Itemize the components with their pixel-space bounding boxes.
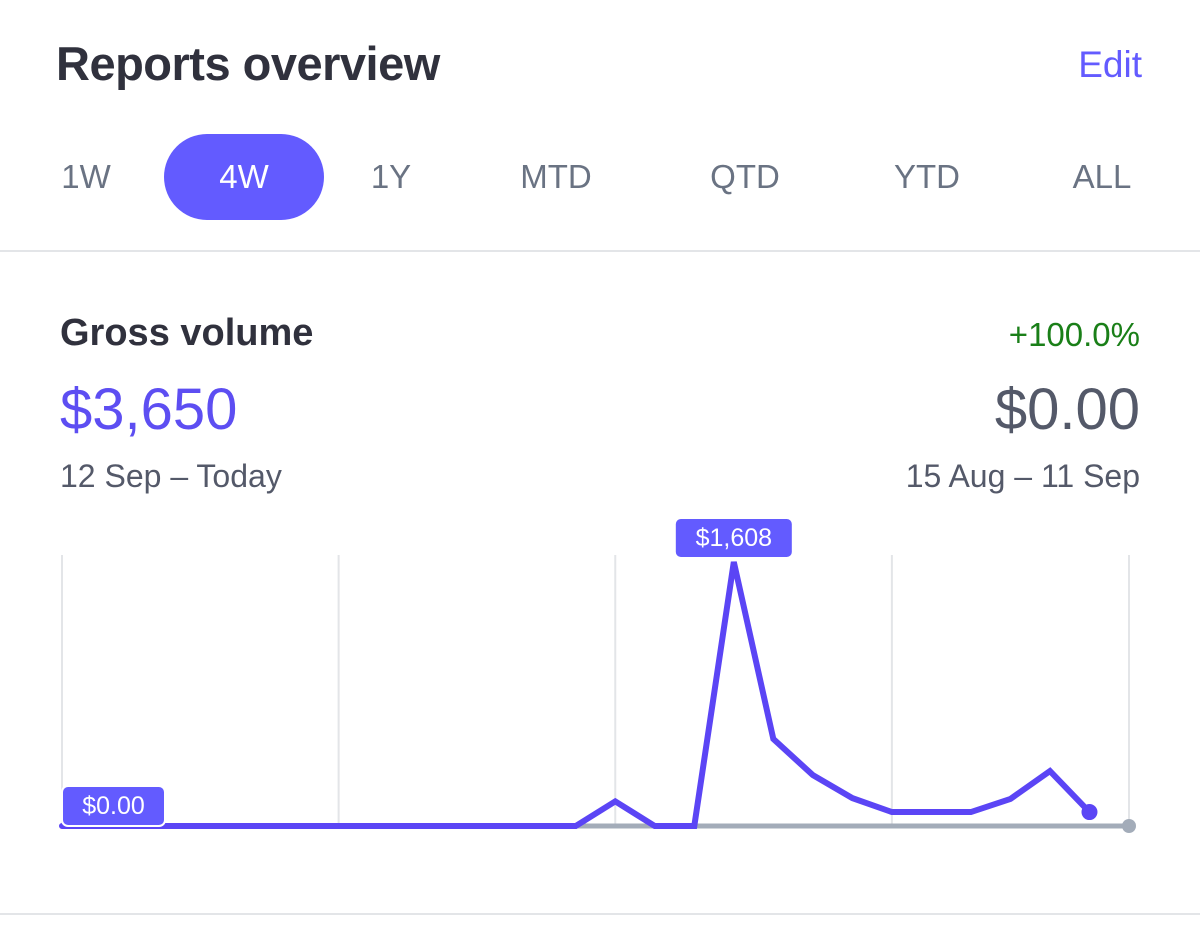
current-period-range: 12 Sep – Today [60, 458, 282, 494]
chart-gridlines [61, 555, 1130, 826]
tab-all[interactable]: ALL [1072, 158, 1132, 195]
metric-title: Gross volume [60, 312, 314, 354]
current-period-series [59, 561, 1098, 829]
bottom-divider [0, 913, 1200, 915]
chart-annotations: $1,608 $0.00 [61, 517, 794, 827]
tab-1w[interactable]: 1W [61, 158, 111, 195]
edit-button[interactable]: Edit [1078, 44, 1142, 85]
svg-text:$1,608: $1,608 [696, 524, 772, 552]
gross-volume-chart: $1,608 $0.00 [59, 517, 1136, 833]
chart-data-label: $0.00 [61, 785, 166, 827]
current-period-endpoint [1081, 804, 1098, 821]
svg-text:$0.00: $0.00 [82, 792, 145, 820]
chart-data-label: $1,608 [673, 517, 794, 559]
tab-qtd[interactable]: QTD [710, 158, 780, 195]
page-title: Reports overview [56, 37, 440, 90]
current-period-line [59, 561, 1093, 829]
current-period-value: $3,650 [60, 377, 238, 442]
tab-4w[interactable]: 4W [164, 134, 324, 220]
previous-period-value: $0.00 [994, 377, 1140, 442]
tab-mtd[interactable]: MTD [520, 158, 592, 195]
tab-ytd[interactable]: YTD [894, 158, 960, 195]
previous-period-endpoint [1122, 819, 1136, 833]
change-percentage: +100.0% [1008, 316, 1140, 353]
header-divider [0, 250, 1200, 252]
tab-1y[interactable]: 1Y [370, 158, 412, 195]
previous-period-range: 15 Aug – 11 Sep [905, 458, 1140, 494]
